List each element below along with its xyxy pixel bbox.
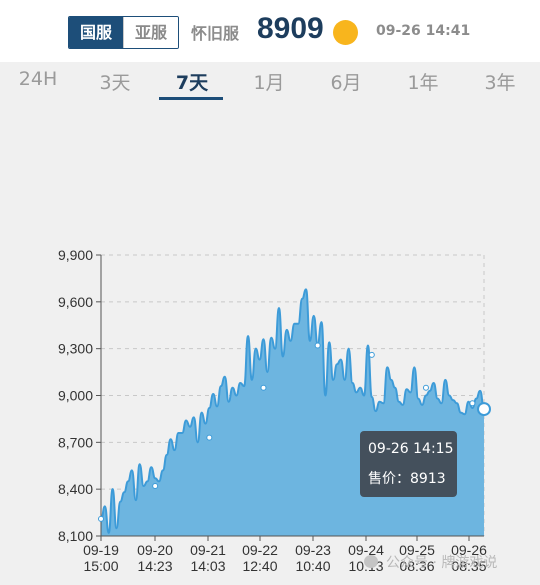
data-point-marker — [368, 351, 375, 358]
current-price: 8909 — [257, 12, 324, 45]
tooltip-price: 售价：8913 — [368, 471, 446, 487]
server-name: 怀旧服 — [191, 24, 240, 43]
server-tab-asia[interactable]: 亚服 — [123, 17, 178, 48]
x-tick-label-date: 09-26 — [451, 542, 487, 558]
range-tabs: 24H 3天 7天 1月 6月 1年 3年 — [0, 62, 540, 102]
gold-coin-icon — [333, 20, 358, 45]
wechat-icon — [364, 555, 378, 568]
x-tick-label-time: 14:23 — [137, 558, 172, 574]
data-point-marker — [469, 400, 476, 407]
y-tick-label: 9,300 — [58, 341, 93, 357]
x-tick-label-date: 09-20 — [137, 542, 173, 558]
y-tick-label: 8,400 — [58, 481, 93, 497]
server-tab-cn[interactable]: 国服 — [69, 17, 123, 48]
chart-panel: 24H 3天 7天 1月 6月 1年 3年 8,100 8,400 8,700 9,0… — [0, 62, 540, 585]
tab-3d[interactable]: 3天 — [99, 72, 131, 94]
x-tick-label-time: 15:00 — [83, 558, 118, 574]
x-tick-label-time: 08:35 — [451, 558, 486, 574]
x-tick-label-time: 10:40 — [295, 558, 330, 574]
chart-tooltip: 09-26 14:15 售价：8913 — [360, 431, 457, 497]
price-area-chart[interactable]: 8,100 8,400 8,700 9,000 9,300 9,600 9,900 09-19… — [0, 62, 540, 585]
y-tick-label: 9,000 — [58, 388, 93, 404]
tab-7d[interactable]: 7天 — [175, 72, 209, 94]
x-tick-label-date: 09-24 — [348, 542, 384, 558]
tab-24h[interactable]: 24H — [18, 68, 58, 90]
data-point-marker — [422, 384, 429, 391]
data-point-marker — [260, 384, 267, 391]
tooltip-time: 09-26 14:15 — [368, 441, 454, 457]
tab-1m[interactable]: 1月 — [253, 72, 285, 94]
x-tick-label-time: 12:40 — [242, 558, 277, 574]
price-line — [100, 288, 485, 534]
y-tick-label: 9,900 — [58, 247, 93, 263]
tab-6m[interactable]: 6月 — [330, 72, 362, 94]
y-tick-label: 9,600 — [58, 294, 93, 310]
update-timestamp: 09-26 14:41 — [376, 23, 471, 39]
data-point-marker — [314, 342, 321, 349]
server-switch: 国服 亚服 — [68, 16, 179, 49]
header: 国服 亚服 怀旧服 8909 09-26 14:41 — [0, 0, 540, 62]
data-point-marker — [206, 434, 213, 441]
active-tab-indicator — [159, 97, 223, 100]
x-tick-label-date: 09-25 — [399, 542, 435, 558]
watermark: 公众号 · 牌游戏说 — [386, 555, 498, 571]
x-tick-label-date: 09-22 — [242, 542, 278, 558]
y-tick-label: 8,100 — [58, 528, 93, 544]
x-tick-label-time: 14:03 — [190, 558, 225, 574]
data-point-marker — [152, 483, 159, 490]
highlight-point — [477, 402, 491, 417]
tab-1y[interactable]: 1年 — [407, 72, 439, 94]
y-tick-label: 8,700 — [58, 434, 93, 450]
x-tick-label-date: 09-23 — [295, 542, 331, 558]
x-tick-label-time: 08:36 — [399, 558, 434, 574]
x-tick-label-date: 09-19 — [83, 542, 119, 558]
x-tick-label-date: 09-21 — [190, 542, 226, 558]
data-point-marker — [98, 515, 104, 522]
tab-3y[interactable]: 3年 — [484, 72, 516, 94]
